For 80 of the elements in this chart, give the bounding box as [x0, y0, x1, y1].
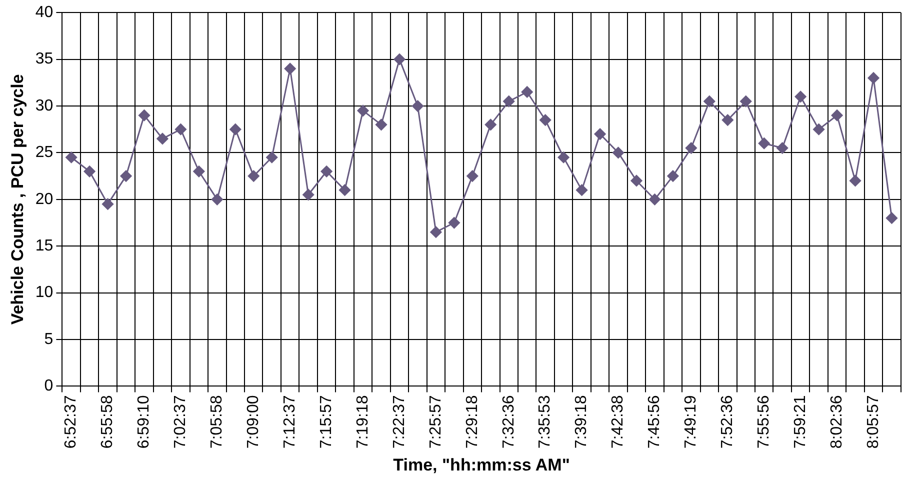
x-tick-label: 7:52:36: [719, 395, 736, 449]
y-tick-label: 35: [35, 50, 54, 68]
x-tick-label: 7:25:57: [427, 395, 444, 449]
point: [394, 54, 406, 66]
x-tick-label: 6:52:37: [62, 395, 80, 449]
point: [576, 184, 588, 196]
point: [84, 166, 96, 178]
point: [466, 170, 478, 182]
x-tick-label: 7:22:37: [390, 395, 408, 449]
point: [758, 138, 770, 150]
y-tick-label: 20: [35, 190, 54, 208]
point: [138, 110, 150, 122]
point: [886, 212, 898, 224]
x-tick-label: 7:09:00: [245, 395, 262, 449]
point: [448, 217, 460, 229]
point: [302, 188, 314, 200]
point: [813, 124, 825, 136]
x-tick-label: 7:42:38: [610, 395, 627, 449]
x-tick-label: 7:19:18: [354, 395, 372, 449]
point: [211, 194, 223, 206]
point: [594, 128, 606, 140]
point: [120, 170, 132, 182]
x-tick-label: 7:29:18: [464, 395, 481, 449]
x-tick-label: 7:55:56: [756, 395, 773, 449]
point: [685, 142, 697, 154]
y-tick-label: 25: [35, 144, 54, 162]
point: [174, 124, 186, 136]
y-tick-label: 30: [35, 97, 54, 114]
point: [357, 104, 369, 116]
x-axis-title: Time, "hh:mm:ss AM": [393, 455, 570, 474]
point: [794, 90, 806, 102]
point: [230, 124, 242, 136]
x-tick-label: 8:02:36: [828, 395, 846, 449]
x-tick-label: 7:35:53: [536, 395, 554, 449]
x-tick-label: 6:59:10: [136, 395, 153, 449]
x-tick-label: 6:55:58: [99, 395, 116, 449]
point: [667, 170, 679, 182]
x-tick-label: 7:02:37: [172, 395, 190, 449]
y-tick-label: 15: [35, 238, 54, 255]
x-tick-label: 8:05:57: [864, 395, 882, 449]
x-tick-label: 7:15:57: [318, 395, 335, 449]
point: [102, 198, 114, 210]
point: [484, 118, 496, 130]
point: [612, 146, 624, 158]
point: [630, 174, 642, 186]
point: [648, 194, 660, 206]
point: [722, 114, 734, 126]
point: [193, 166, 205, 178]
x-tick-label: 7:45:56: [646, 395, 664, 449]
point: [740, 96, 752, 108]
point: [868, 72, 880, 84]
point: [266, 152, 278, 164]
point: [284, 62, 296, 74]
point: [66, 152, 78, 164]
x-tick-label: 7:05:58: [208, 395, 226, 449]
y-tick-label: 10: [35, 284, 54, 302]
x-tick-label: 7:59:21: [792, 395, 809, 449]
point: [503, 96, 515, 108]
x-tick-label: 7:49:19: [682, 395, 700, 449]
point: [850, 174, 862, 186]
point: [156, 132, 168, 144]
y-tick-label: 0: [44, 378, 54, 395]
x-tick-label: 7:12:37: [281, 395, 298, 449]
x-tick-label: 7:39:18: [573, 395, 590, 449]
point: [248, 170, 260, 182]
point: [558, 152, 570, 164]
point: [540, 114, 552, 126]
y-tick-label: 40: [35, 4, 54, 22]
y-tick-label: 5: [44, 330, 54, 348]
point: [339, 184, 351, 196]
point: [521, 86, 533, 98]
point: [776, 142, 788, 154]
x-tick-label: 7:32:36: [500, 395, 518, 449]
point: [430, 226, 442, 238]
y-axis-title: Vehicle Counts , PCU per cycle: [8, 74, 27, 325]
point: [831, 110, 843, 122]
point: [412, 100, 424, 112]
point: [320, 166, 332, 178]
point: [704, 96, 716, 108]
point: [376, 118, 387, 130]
